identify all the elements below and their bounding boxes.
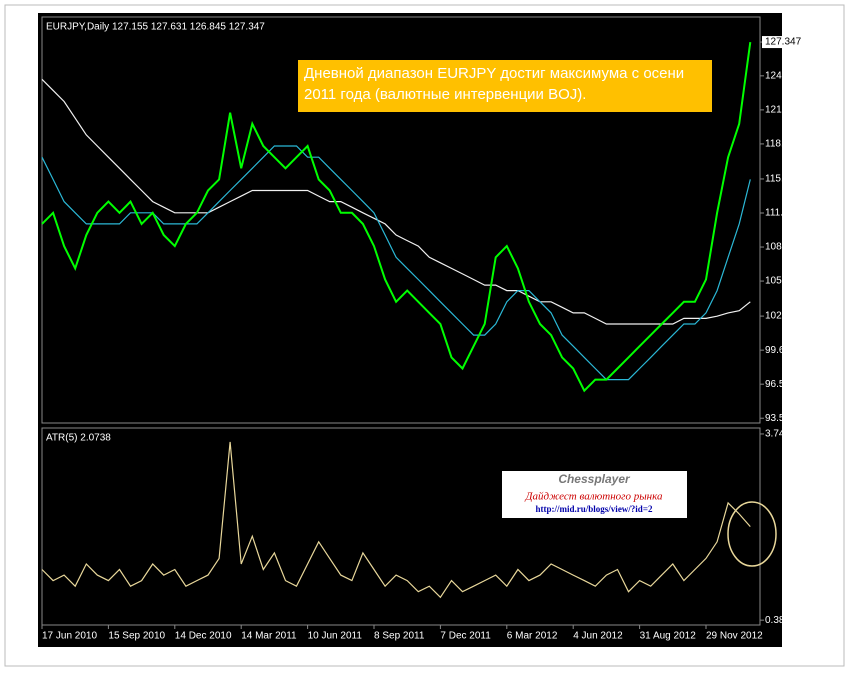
y-tick-label: 127.347 <box>765 37 802 48</box>
x-tick-label: 8 Sep 2011 <box>374 631 425 642</box>
y-tick-label: 0.3873 <box>765 615 796 626</box>
series-line <box>41 145 751 381</box>
annotation-box <box>298 60 712 112</box>
x-tick-label: 17 Jun 2010 <box>42 631 97 642</box>
x-tick-label: 15 Sep 2010 <box>108 631 165 642</box>
series-line <box>41 441 751 599</box>
watermark-name: Chessplayer <box>558 472 631 486</box>
series-line <box>41 41 752 393</box>
x-tick-label: 31 Aug 2012 <box>640 631 697 642</box>
y-tick-label: 105.860 <box>765 276 802 287</box>
x-tick-label: 14 Dec 2010 <box>175 631 232 642</box>
y-tick-label: 93.530 <box>765 413 796 424</box>
watermark-subtitle: Дайджест валютного рынка <box>525 491 663 503</box>
watermark-box <box>502 471 687 518</box>
x-tick-label: 4 Jun 2012 <box>573 631 623 642</box>
y-tick-label: 3.7427 <box>765 429 796 440</box>
y-tick-label: 99.650 <box>765 345 796 356</box>
marks: 93.530 96.590 99.650 102.710 105.860 108.920 1… <box>41 36 804 642</box>
y-tick-label: 115.040 <box>765 174 801 185</box>
price-title: EURJPY,Daily 127.155 127.631 126.845 127… <box>46 22 265 33</box>
x-tick-label: 6 Mar 2012 <box>507 631 558 642</box>
y-tick-label: 118.190 <box>765 139 801 150</box>
highlight-ellipse <box>727 501 777 567</box>
atr-title: ATR(5) 2.0738 <box>46 433 111 444</box>
y-tick-label: 96.590 <box>765 379 796 390</box>
series-line <box>41 78 751 325</box>
x-tick-label: 14 Mar 2011 <box>241 631 297 642</box>
x-tick-label: 10 Jun 2011 <box>308 631 363 642</box>
chart-area <box>38 13 782 647</box>
y-tick-label: 111.980 <box>765 208 800 219</box>
price-panel <box>41 16 761 424</box>
y-tick-label: 108.920 <box>765 242 802 253</box>
annotation-text: Дневной диапазон EURJPY достиг максимума… <box>304 65 685 103</box>
y-tick-label: 124.310 <box>765 70 802 81</box>
x-tick-label: 29 Nov 2012 <box>706 631 763 642</box>
annotation: Дневной диапазон EURJPY достиг максимума… <box>304 65 685 103</box>
y-tick-label: 102.710 <box>765 311 802 322</box>
price-marker <box>762 36 804 49</box>
y-tick-label: 121.250 <box>765 105 802 116</box>
x-tick-label: 7 Dec 2011 <box>440 631 491 642</box>
atr-panel <box>41 427 761 626</box>
watermark-url: http://mid.ru/blogs/view/?id=2 <box>536 504 653 514</box>
